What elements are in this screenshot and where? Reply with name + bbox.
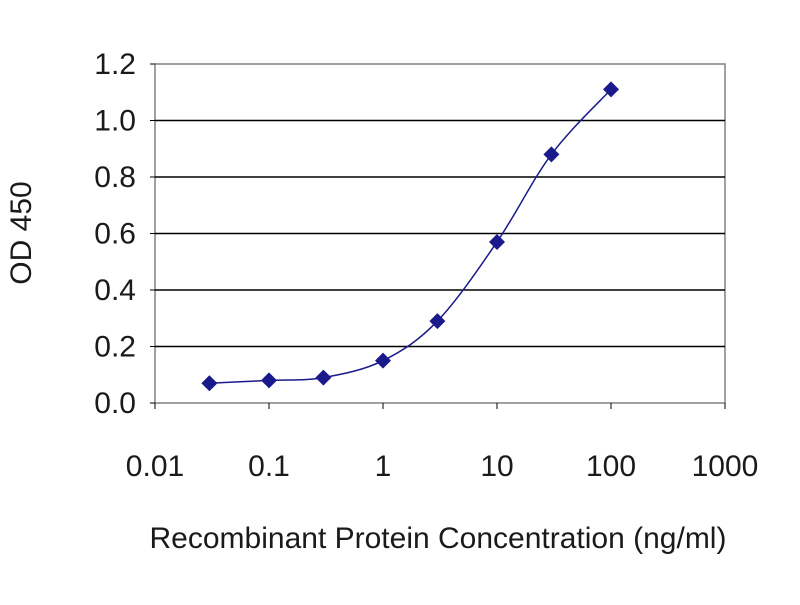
- y-tick-label: 1.2: [94, 48, 136, 81]
- y-tick-label: 0.2: [94, 331, 136, 364]
- data-point: [201, 375, 218, 392]
- data-point: [429, 313, 446, 330]
- x-axis-ticks: 0.01 0.1 1 10 100 1000: [126, 403, 759, 483]
- x-tick-label: 1000: [692, 450, 759, 483]
- y-tick-label: 0.0: [94, 387, 136, 420]
- data-point: [603, 81, 619, 98]
- data-point: [543, 146, 560, 163]
- x-tick-label: 100: [586, 450, 636, 483]
- data-point: [315, 369, 332, 386]
- x-tick-label: 0.1: [248, 450, 290, 483]
- data-point: [261, 372, 277, 389]
- y-axis-ticks: 0.0 0.2 0.4 0.6 0.8 1.0 1.2: [94, 48, 155, 420]
- x-axis-title: Recombinant Protein Concentration (ng/ml…: [150, 522, 727, 555]
- y-tick-label: 0.8: [94, 161, 136, 194]
- y-axis-title: OD 450: [5, 181, 38, 284]
- data-point: [375, 352, 391, 369]
- y-tick-label: 0.6: [94, 218, 136, 251]
- x-tick-label: 10: [480, 450, 513, 483]
- y-tick-label: 1.0: [94, 105, 136, 138]
- grid-lines: [155, 119, 725, 348]
- series-markers: [201, 81, 619, 392]
- x-tick-label: 1: [375, 450, 392, 483]
- y-tick-label: 0.4: [94, 274, 136, 307]
- x-tick-label: 0.01: [126, 450, 184, 483]
- data-point: [489, 233, 505, 250]
